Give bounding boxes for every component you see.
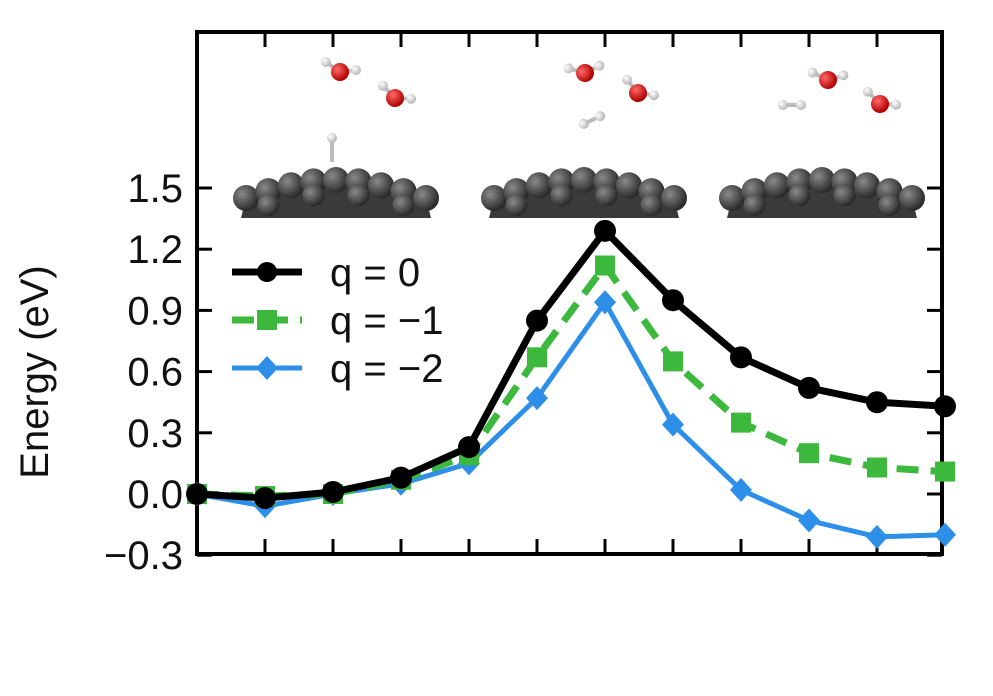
y-tick-label: 0.0	[127, 473, 183, 517]
legend-label: q = −2	[330, 347, 443, 391]
y-tick-label: 1.5	[127, 167, 183, 211]
final-state-structure	[719, 67, 925, 218]
hydrogen-molecule	[578, 111, 606, 129]
data-point	[867, 457, 887, 478]
legend-label: q = −1	[330, 299, 443, 343]
series-0	[186, 219, 956, 510]
data-point	[798, 508, 820, 533]
graphene-sheet	[481, 167, 687, 218]
data-point	[866, 391, 888, 414]
y-tick-label: 0.3	[127, 412, 183, 456]
legend-marker	[256, 356, 278, 380]
water-molecule	[862, 86, 902, 113]
series-line	[196, 227, 946, 502]
graphene-sheet	[719, 167, 925, 218]
data-point	[186, 483, 208, 505]
water-molecule	[563, 60, 605, 82]
legend-marker	[257, 310, 277, 330]
data-point	[595, 255, 615, 276]
data-point	[935, 461, 955, 482]
data-point	[526, 386, 548, 411]
data-point	[390, 466, 412, 489]
data-point	[663, 351, 683, 372]
data-point	[662, 289, 684, 312]
legend: q = 0q = −1q = −2	[232, 251, 443, 391]
data-point	[798, 376, 820, 399]
series-line	[196, 299, 946, 540]
data-point	[934, 522, 956, 547]
data-point	[662, 412, 684, 437]
transition-state-structure	[481, 60, 687, 218]
structure-insets	[233, 57, 925, 218]
graphene-sheet	[233, 167, 439, 218]
data-point	[934, 395, 956, 418]
water-molecule	[377, 80, 417, 107]
water-molecule	[807, 67, 849, 89]
legend-marker	[257, 262, 277, 282]
legend-entry: q = 0	[232, 251, 420, 295]
data-point	[594, 219, 616, 242]
data-point	[730, 477, 752, 502]
hydrogen-molecule	[778, 100, 806, 110]
data-point	[730, 346, 752, 369]
y-tick-label: −0.3	[104, 534, 183, 578]
water-molecule	[321, 57, 361, 81]
y-tick-label: 1.2	[127, 228, 183, 272]
data-point	[458, 436, 480, 459]
legend-label: q = 0	[330, 251, 420, 295]
data-point	[594, 290, 616, 315]
y-axis-title: Energy (eV)	[13, 265, 57, 478]
legend-entry: q = −1	[232, 299, 443, 343]
series-2	[186, 290, 956, 549]
data-point	[731, 412, 751, 433]
legend-entry: q = −2	[232, 347, 443, 391]
data-point	[526, 309, 548, 332]
y-tick-labels: −0.3 0.0 0.3 0.6 0.9 1.2 1.5	[104, 167, 183, 578]
data-point	[866, 524, 888, 549]
series-line	[196, 262, 946, 500]
y-tick-label: 0.6	[127, 351, 183, 395]
initial-state-structure	[233, 57, 439, 218]
data-point	[322, 480, 344, 503]
series-1	[187, 255, 955, 507]
data-point	[527, 347, 547, 368]
plot-frame	[195, 30, 944, 556]
data-point	[254, 487, 276, 510]
axis-ticks	[197, 32, 942, 557]
data-point	[799, 443, 819, 464]
water-molecule	[622, 74, 659, 102]
series-layer	[186, 219, 956, 549]
y-tick-label: 0.9	[127, 289, 183, 333]
